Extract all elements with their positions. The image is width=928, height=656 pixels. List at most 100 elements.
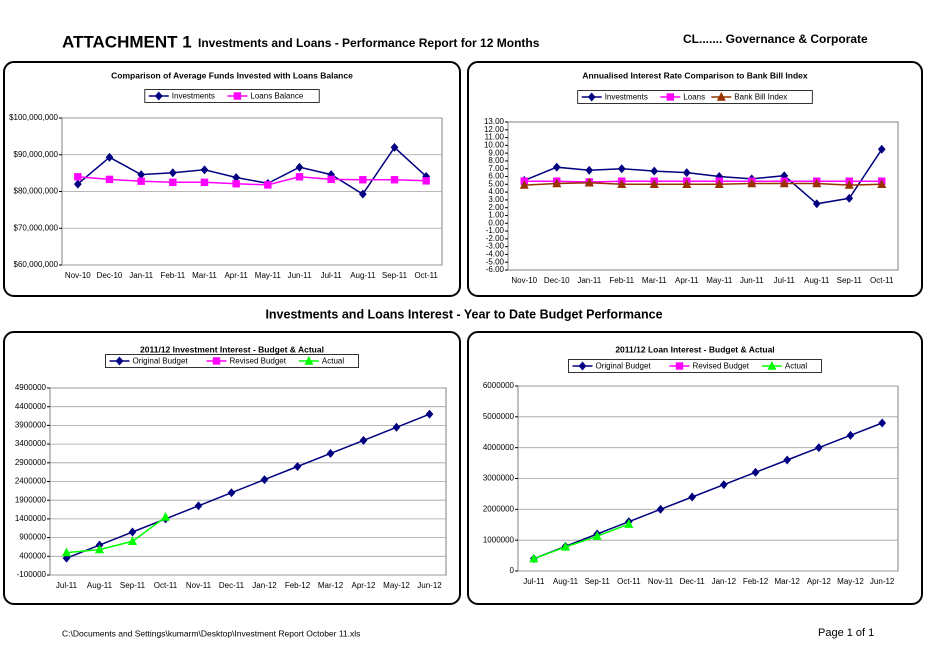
marker bbox=[877, 144, 886, 154]
legend-label: Actual bbox=[322, 357, 344, 366]
y-tick-label: $80,000,000 bbox=[14, 187, 59, 196]
x-tick-label: Oct-11 bbox=[414, 271, 438, 280]
marker bbox=[584, 177, 594, 187]
x-tick-label: Feb-11 bbox=[160, 271, 185, 280]
page-number: Page 1 of 1 bbox=[818, 627, 874, 639]
marker bbox=[260, 475, 269, 485]
x-tick-label: Jan-11 bbox=[129, 271, 153, 280]
legend-marker bbox=[304, 355, 314, 365]
marker bbox=[326, 448, 335, 458]
marker bbox=[359, 435, 368, 445]
marker bbox=[779, 178, 789, 188]
marker bbox=[74, 173, 82, 181]
plot-area bbox=[507, 121, 899, 271]
y-tick-label: $60,000,000 bbox=[14, 260, 59, 269]
marker bbox=[846, 430, 855, 440]
marker bbox=[392, 422, 401, 432]
marker bbox=[845, 193, 854, 203]
series-line bbox=[77, 176, 427, 186]
y-tick-label: 5000000 bbox=[483, 412, 515, 421]
x-tick-label: Dec-10 bbox=[97, 271, 123, 280]
legend-box bbox=[568, 359, 822, 373]
series-line bbox=[66, 413, 430, 559]
y-tick-label: 3400000 bbox=[15, 439, 47, 448]
marker bbox=[844, 180, 854, 189]
y-tick-label: 3900000 bbox=[15, 421, 47, 430]
y-tick-label: 7.00 bbox=[488, 164, 504, 173]
marker bbox=[519, 180, 529, 189]
y-tick-label: -3.00 bbox=[486, 242, 505, 251]
y-tick-label: 2900000 bbox=[15, 458, 47, 467]
x-tick-label: Sep-11 bbox=[120, 581, 146, 590]
marker bbox=[200, 178, 209, 187]
y-tick-label: 5.00 bbox=[488, 179, 504, 188]
marker bbox=[783, 455, 792, 465]
marker bbox=[617, 179, 627, 189]
x-tick-label: May-11 bbox=[255, 271, 282, 280]
x-tick-label: Jun-11 bbox=[740, 276, 764, 285]
marker bbox=[390, 142, 399, 152]
y-tick-label: -4.00 bbox=[486, 250, 505, 259]
marker bbox=[264, 181, 272, 189]
marker bbox=[878, 418, 887, 428]
y-tick-label: 400000 bbox=[19, 551, 46, 560]
legend-label: Loans bbox=[683, 93, 705, 102]
x-tick-label: Mar-12 bbox=[318, 581, 344, 590]
x-tick-label: Jul-11 bbox=[523, 577, 545, 586]
x-tick-label: Aug-11 bbox=[87, 581, 113, 590]
legend-marker bbox=[115, 356, 124, 366]
legend-box bbox=[105, 354, 359, 368]
y-tick-label: -5.00 bbox=[486, 257, 505, 266]
legend-marker bbox=[154, 91, 163, 101]
marker bbox=[877, 179, 887, 189]
marker bbox=[656, 504, 665, 514]
marker bbox=[293, 462, 302, 472]
x-tick-label: Apr-11 bbox=[224, 271, 248, 280]
marker bbox=[617, 164, 626, 174]
x-tick-label: May-12 bbox=[383, 581, 410, 590]
series-line bbox=[66, 516, 166, 554]
legend-marker bbox=[578, 361, 587, 371]
y-tick-label: 900000 bbox=[19, 533, 46, 542]
x-tick-label: Jan-12 bbox=[712, 577, 737, 586]
y-tick-label: 4900000 bbox=[15, 383, 47, 392]
x-tick-label: Sep-11 bbox=[837, 276, 863, 285]
file-path: C:\Documents and Settings\kumarm\Desktop… bbox=[62, 628, 360, 638]
x-tick-label: Oct-11 bbox=[617, 577, 641, 586]
x-tick-label: Jun-12 bbox=[417, 581, 442, 590]
y-tick-label: -100000 bbox=[17, 570, 47, 579]
legend-label: Investments bbox=[605, 93, 648, 102]
marker bbox=[688, 492, 697, 502]
marker bbox=[552, 178, 562, 188]
x-tick-label: Mar-12 bbox=[774, 577, 800, 586]
x-tick-label: Mar-11 bbox=[642, 276, 667, 285]
x-tick-label: Nov-11 bbox=[648, 577, 674, 586]
x-tick-label: Nov-10 bbox=[511, 276, 537, 285]
series-line bbox=[77, 146, 427, 196]
x-tick-label: Sep-11 bbox=[382, 271, 408, 280]
legend-label: Original Budget bbox=[596, 362, 652, 371]
marker bbox=[814, 443, 823, 453]
department: CL....... Governance & Corporate bbox=[683, 32, 868, 46]
x-tick-label: Feb-12 bbox=[285, 581, 311, 590]
marker bbox=[105, 152, 114, 162]
x-tick-label: Jul-11 bbox=[56, 581, 78, 590]
x-tick-label: Jun-12 bbox=[870, 577, 895, 586]
legend-label: Investments bbox=[172, 92, 215, 101]
attachment: ATTACHMENT 1 bbox=[62, 32, 192, 51]
y-tick-label: 4000000 bbox=[483, 443, 515, 452]
x-tick-label: Nov-10 bbox=[65, 271, 91, 280]
marker bbox=[227, 488, 236, 498]
marker bbox=[585, 165, 594, 175]
legend-label: Original Budget bbox=[133, 357, 189, 366]
y-tick-label: 2000000 bbox=[483, 504, 515, 513]
marker bbox=[200, 165, 209, 175]
chart-title: Comparison of Average Funds Invested wit… bbox=[111, 70, 353, 80]
marker bbox=[529, 553, 539, 563]
marker bbox=[422, 177, 430, 185]
legend-marker bbox=[233, 92, 242, 100]
series-line bbox=[524, 182, 882, 186]
legend-marker bbox=[716, 91, 726, 101]
marker bbox=[592, 531, 602, 540]
